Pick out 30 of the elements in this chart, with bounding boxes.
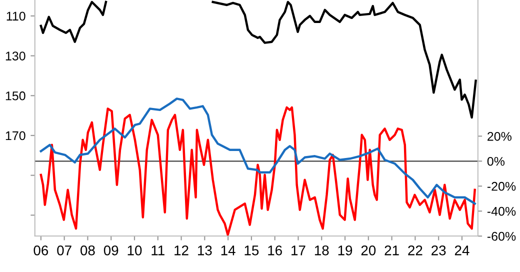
- x-tick-label: 06: [34, 245, 48, 256]
- y2-tick-label: -40%: [487, 206, 516, 216]
- x-tick-label: 13: [198, 245, 212, 256]
- x-tick-label: 17: [292, 246, 306, 256]
- x-tick-label: 10: [128, 245, 142, 256]
- x-tick-label: 20: [361, 245, 376, 256]
- y-tick-label: 170: [6, 131, 26, 140]
- y-tick-label: 150: [6, 91, 26, 100]
- x-tick-label: 14: [221, 246, 236, 256]
- y2-tick-label: -60%: [487, 232, 516, 241]
- y2-tick-label: 20%: [488, 132, 512, 141]
- y-tick-label: 130: [6, 52, 26, 60]
- x-tick-label: 07: [57, 245, 72, 256]
- x-tick-label: 11: [152, 246, 164, 256]
- x-tick-label: 08: [80, 245, 95, 256]
- x-tick-label: 24: [454, 245, 470, 256]
- x-tick-label: 15: [244, 246, 259, 256]
- x-tick-label: 16: [268, 245, 282, 256]
- line-series: [40, 98, 476, 205]
- y2-tick-label: 0%: [487, 156, 505, 166]
- y-tick-label: 110: [6, 12, 26, 21]
- line-series: [40, 106, 476, 236]
- x-tick-label: 18: [314, 245, 329, 256]
- x-tick-label: 12: [174, 245, 188, 256]
- x-tick-label: 09: [104, 245, 118, 256]
- x-tick-label: 21: [384, 245, 399, 256]
- x-tick-label: 19: [338, 245, 352, 256]
- y2-tick-label: -20%: [487, 182, 516, 191]
- x-tick-label: 23: [432, 245, 446, 256]
- x-tick-label: 22: [408, 245, 422, 256]
